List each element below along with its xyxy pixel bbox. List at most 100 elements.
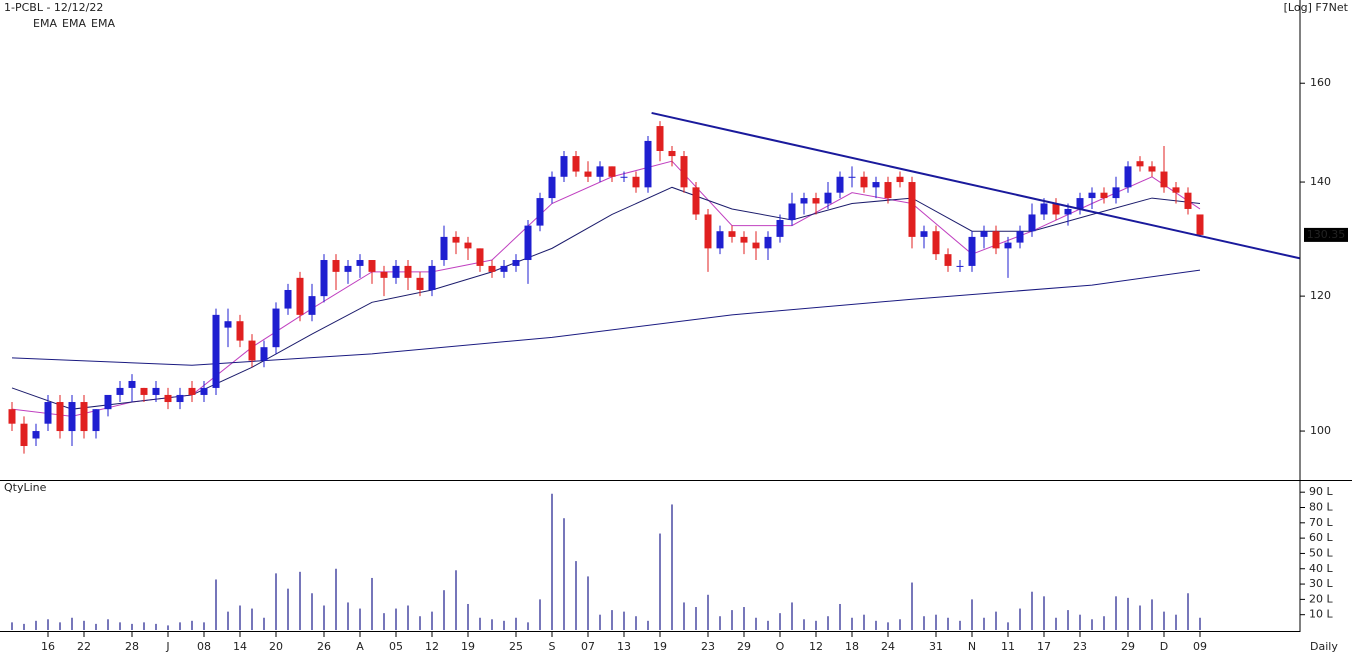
last-price-box <box>1304 227 1348 242</box>
y-tick-label: 140 <box>1310 175 1331 188</box>
candle-body <box>188 387 196 395</box>
legend-entry: EMA <box>62 17 86 30</box>
candle-body <box>524 225 532 261</box>
x-tick-label: 09 <box>1193 640 1207 653</box>
candle-body <box>944 254 952 266</box>
period-label: Daily <box>1310 640 1338 653</box>
candle-body <box>296 277 304 315</box>
candle-body <box>1136 161 1144 167</box>
candle-body <box>1064 208 1072 215</box>
x-tick-label: 19 <box>653 640 667 653</box>
candle-body <box>740 236 748 243</box>
volume-tick-label: 80 L <box>1309 501 1333 514</box>
candle-body <box>1052 203 1060 215</box>
candle-body <box>1004 242 1012 249</box>
candle-body <box>56 402 64 432</box>
last-price-label: 130.35 <box>1307 228 1346 241</box>
candle-body <box>476 248 484 266</box>
candle-body <box>788 203 796 221</box>
x-tick-label: 20 <box>269 640 283 653</box>
chart-title: 1-PCBL - 12/12/22 <box>4 1 103 14</box>
y-tick-label: 100 <box>1310 424 1331 437</box>
candle-body <box>104 394 112 410</box>
volume-tick-label: 20 L <box>1309 592 1333 605</box>
candle-body <box>968 236 976 266</box>
candle-body <box>656 126 664 151</box>
candle-body <box>464 242 472 249</box>
x-tick-label: 26 <box>317 640 331 653</box>
x-tick-label: N <box>968 640 976 653</box>
candle-body <box>128 380 136 388</box>
x-tick-label: 11 <box>1001 640 1015 653</box>
candle-body <box>80 402 88 432</box>
candle-body <box>1160 171 1168 188</box>
candle-body <box>200 387 208 395</box>
candle-body <box>344 265 352 272</box>
candle-body <box>440 236 448 261</box>
x-tick-label: 18 <box>845 640 859 653</box>
candle-body <box>236 321 244 341</box>
candle-body <box>908 182 916 237</box>
x-tick-label: 07 <box>581 640 595 653</box>
candle-body <box>956 265 964 267</box>
candle-body <box>416 277 424 290</box>
candle-body <box>776 220 784 237</box>
candle-body <box>152 387 160 395</box>
candle-body <box>932 231 940 255</box>
candle-body <box>596 166 604 177</box>
candle-body <box>812 198 820 204</box>
candle-body <box>68 402 76 432</box>
x-tick-label: 28 <box>125 640 139 653</box>
candle-body <box>836 176 844 193</box>
candle-body <box>632 176 640 188</box>
x-tick-label: 25 <box>509 640 523 653</box>
candle-body <box>272 308 280 348</box>
trendline <box>651 111 1300 260</box>
x-tick-label: 24 <box>881 640 895 653</box>
y-tick-label: 120 <box>1310 289 1331 302</box>
candle-body <box>716 231 724 249</box>
x-tick-label: 29 <box>737 640 751 653</box>
candle-body <box>92 409 100 432</box>
candle-body <box>704 214 712 249</box>
candle-body <box>512 260 520 266</box>
candle-body <box>1016 231 1024 243</box>
candle-body <box>548 176 556 199</box>
scale-note: [Log] F7Net <box>1284 1 1349 14</box>
candle-body <box>980 231 988 237</box>
candle-body <box>560 156 568 177</box>
candle-body <box>20 423 28 447</box>
candle-body <box>728 231 736 237</box>
candle-body <box>1172 187 1180 193</box>
volume-tick-label: 30 L <box>1309 577 1333 590</box>
candle-body <box>404 265 412 278</box>
candle-body <box>824 192 832 204</box>
x-tick-label: 13 <box>617 640 631 653</box>
candle-body <box>848 176 856 178</box>
candle-body <box>308 296 316 315</box>
x-tick-label: 19 <box>461 640 475 653</box>
candle-body <box>260 347 268 361</box>
candle-body <box>32 431 40 439</box>
ema-line <box>11 160 1201 417</box>
x-tick-label: 16 <box>41 640 55 653</box>
candle-body <box>1112 187 1120 199</box>
candle-body <box>332 260 340 272</box>
volume-tick-label: 40 L <box>1309 562 1333 575</box>
x-tick-label: 14 <box>233 640 247 653</box>
candle-body <box>1100 192 1108 199</box>
candle-body <box>872 182 880 188</box>
candle-body <box>212 314 220 388</box>
x-tick-label: J <box>165 640 169 653</box>
x-tick-label: 12 <box>809 640 823 653</box>
candle-body <box>500 265 508 272</box>
ema-line <box>11 186 1201 410</box>
candle-body <box>320 260 328 297</box>
candle-body <box>248 340 256 361</box>
candle-body <box>452 236 460 243</box>
x-tick-label: 29 <box>1121 640 1135 653</box>
x-tick-label: 08 <box>197 640 211 653</box>
candle-body <box>140 387 148 395</box>
candle-body <box>164 394 172 403</box>
